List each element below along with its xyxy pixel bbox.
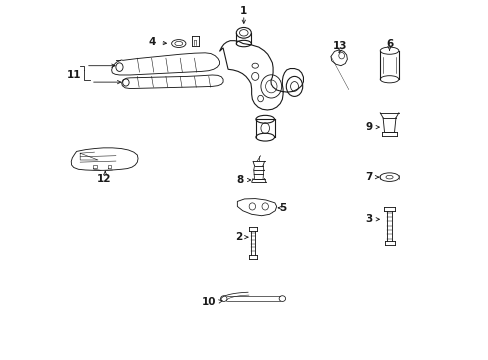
Text: 5: 5 bbox=[279, 203, 286, 213]
Text: 2: 2 bbox=[235, 232, 242, 242]
Text: 13: 13 bbox=[332, 41, 347, 51]
Text: 7: 7 bbox=[364, 172, 372, 182]
Text: 1: 1 bbox=[240, 6, 247, 17]
Text: 6: 6 bbox=[385, 39, 392, 49]
Text: 4: 4 bbox=[148, 37, 156, 47]
Text: 8: 8 bbox=[236, 175, 244, 185]
Text: 11: 11 bbox=[66, 70, 81, 80]
Text: 12: 12 bbox=[97, 174, 111, 184]
Text: 9: 9 bbox=[365, 122, 372, 132]
Text: 10: 10 bbox=[201, 297, 216, 307]
Text: 3: 3 bbox=[365, 214, 372, 224]
